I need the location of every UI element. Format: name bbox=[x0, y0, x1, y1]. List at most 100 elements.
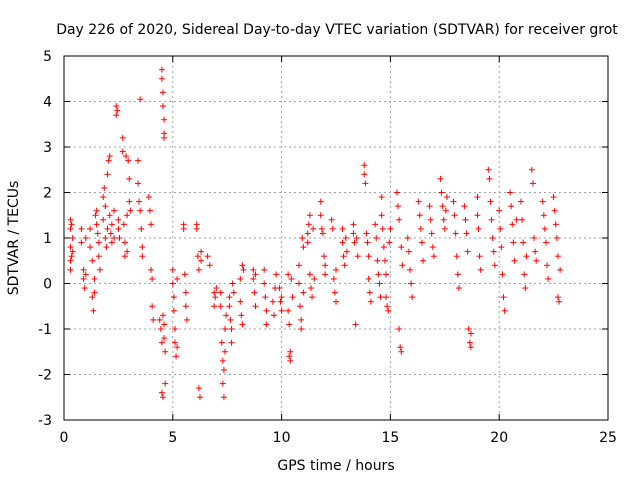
data-point bbox=[126, 198, 133, 205]
data-point bbox=[91, 275, 98, 282]
data-point bbox=[137, 207, 144, 214]
data-point bbox=[406, 266, 413, 273]
data-point bbox=[171, 326, 178, 332]
data-point bbox=[222, 348, 229, 355]
data-point bbox=[162, 380, 169, 387]
data-point bbox=[529, 180, 536, 187]
data-point bbox=[228, 326, 235, 332]
data-point bbox=[261, 266, 268, 273]
data-point bbox=[93, 221, 100, 228]
data-point bbox=[427, 216, 434, 223]
data-point bbox=[453, 253, 460, 260]
data-point bbox=[520, 239, 527, 246]
data-point bbox=[194, 253, 201, 260]
data-point bbox=[124, 248, 131, 255]
data-point bbox=[462, 216, 469, 223]
data-point bbox=[198, 257, 205, 264]
data-point bbox=[333, 266, 339, 273]
data-point bbox=[500, 294, 507, 301]
data-point bbox=[439, 203, 446, 210]
data-point bbox=[288, 275, 295, 282]
data-point bbox=[393, 189, 400, 196]
data-point bbox=[331, 289, 338, 296]
data-point bbox=[263, 321, 270, 328]
data-point bbox=[278, 307, 285, 314]
data-point bbox=[544, 262, 551, 269]
grid-lines bbox=[64, 56, 608, 420]
x-tick-label: 10 bbox=[273, 430, 291, 446]
data-point bbox=[102, 235, 109, 241]
data-point bbox=[181, 271, 188, 278]
data-point bbox=[511, 257, 518, 264]
data-point bbox=[106, 153, 113, 160]
data-point bbox=[96, 266, 103, 273]
data-point bbox=[416, 212, 423, 219]
data-point bbox=[149, 275, 156, 282]
data-point bbox=[450, 198, 457, 205]
data-point bbox=[362, 180, 369, 187]
data-point bbox=[67, 266, 74, 273]
data-point bbox=[409, 294, 416, 301]
data-point bbox=[115, 216, 122, 223]
data-point bbox=[170, 294, 177, 301]
data-point bbox=[553, 235, 560, 241]
data-point bbox=[309, 294, 316, 301]
data-point bbox=[380, 244, 387, 251]
data-point bbox=[270, 312, 277, 319]
y-axis-label: SDTVAR / TECUs bbox=[6, 181, 22, 296]
data-point bbox=[119, 134, 126, 141]
data-point bbox=[376, 280, 383, 287]
data-point bbox=[81, 285, 88, 292]
data-point bbox=[174, 344, 181, 351]
data-point bbox=[330, 275, 337, 282]
data-point bbox=[123, 153, 130, 160]
data-point bbox=[134, 180, 141, 187]
data-point bbox=[105, 157, 112, 164]
data-point bbox=[139, 253, 146, 260]
data-point bbox=[148, 266, 155, 273]
data-point bbox=[138, 225, 145, 232]
data-point bbox=[148, 221, 155, 228]
data-point bbox=[510, 239, 517, 246]
data-point bbox=[489, 235, 496, 241]
data-point bbox=[158, 66, 165, 73]
data-point bbox=[230, 289, 237, 296]
data-point bbox=[311, 275, 318, 282]
data-point bbox=[68, 221, 75, 228]
data-point bbox=[341, 262, 348, 269]
data-point bbox=[342, 235, 349, 241]
data-point bbox=[307, 285, 314, 292]
data-point bbox=[528, 166, 535, 173]
data-point bbox=[533, 257, 540, 264]
data-point bbox=[454, 271, 461, 278]
data-point bbox=[111, 207, 118, 214]
data-point bbox=[418, 239, 425, 246]
data-point bbox=[519, 216, 526, 223]
data-point bbox=[250, 275, 257, 282]
data-point bbox=[474, 194, 481, 201]
data-point bbox=[195, 385, 202, 392]
data-point bbox=[161, 335, 168, 342]
data-point bbox=[321, 253, 328, 260]
data-point bbox=[111, 235, 118, 241]
x-tick-label: 5 bbox=[168, 430, 177, 446]
data-point bbox=[375, 271, 382, 278]
data-point bbox=[195, 266, 202, 273]
data-point bbox=[399, 262, 406, 269]
data-point bbox=[108, 221, 115, 228]
data-point bbox=[173, 353, 180, 360]
data-point bbox=[113, 112, 120, 119]
data-point bbox=[68, 253, 75, 260]
data-point bbox=[306, 271, 313, 278]
data-point bbox=[238, 312, 245, 319]
data-point bbox=[220, 366, 227, 373]
data-point bbox=[365, 275, 372, 282]
x-axis-label: GPS time / hours bbox=[277, 458, 394, 474]
data-point bbox=[217, 303, 224, 310]
data-point bbox=[160, 312, 167, 319]
data-point bbox=[552, 221, 559, 228]
data-point bbox=[551, 207, 558, 214]
data-point bbox=[107, 230, 114, 237]
data-point bbox=[80, 266, 87, 273]
data-point bbox=[198, 248, 205, 255]
